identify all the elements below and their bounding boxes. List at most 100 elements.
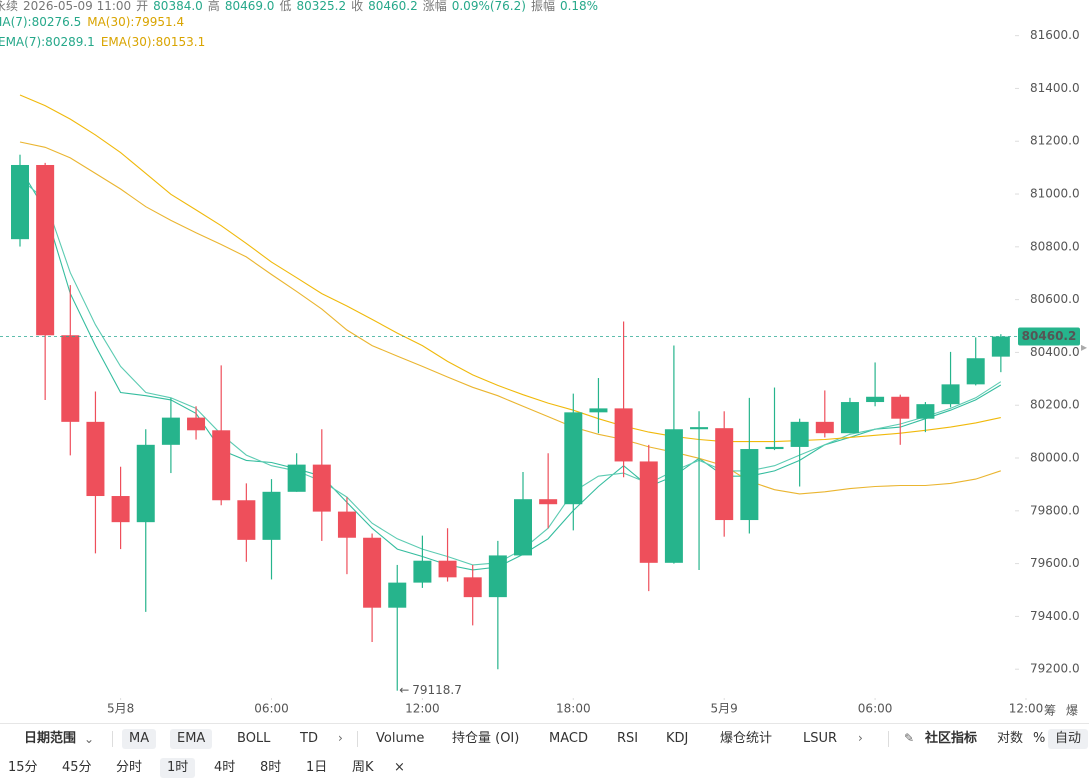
- candle-body: [212, 430, 231, 501]
- y-tick-label: 79400.0: [1030, 609, 1080, 623]
- header-item: 开: [136, 0, 148, 13]
- toolbar-button[interactable]: 对数: [997, 731, 1024, 746]
- candle-body: [740, 449, 759, 521]
- toolbar-button[interactable]: EMA: [170, 729, 213, 749]
- candle-body: [36, 164, 55, 336]
- candle-body: [891, 396, 910, 419]
- toolbar-button[interactable]: KDJ: [666, 731, 689, 746]
- toolbar-button[interactable]: 分时: [116, 760, 143, 775]
- y-tick-label: 79600.0: [1030, 556, 1080, 570]
- side-handle[interactable]: ▸: [1081, 340, 1088, 354]
- toolbar-button[interactable]: Volume: [376, 731, 425, 746]
- header-item: 0.09%(76.2): [452, 0, 526, 13]
- x-tick-label: 12:00: [405, 702, 440, 716]
- candle-body: [237, 500, 256, 540]
- candle-body: [312, 464, 331, 512]
- toolbar-divider: [0, 723, 1089, 724]
- toolbar-button[interactable]: 15分: [8, 760, 38, 775]
- candle-body: [287, 464, 306, 492]
- candle-body: [564, 412, 583, 505]
- more-icon[interactable]: ›: [338, 731, 343, 745]
- header-item: 80460.2: [368, 0, 418, 13]
- toolbar-button[interactable]: 社区指标: [925, 731, 978, 746]
- toolbar-button[interactable]: LSUR: [803, 731, 838, 746]
- toolbar-button[interactable]: 周K: [352, 760, 374, 775]
- header-item: 收: [351, 0, 363, 13]
- dropdown-icon[interactable]: ⌄: [84, 732, 95, 746]
- candle-body: [639, 461, 658, 563]
- candle-body: [488, 555, 507, 598]
- more-icon[interactable]: ›: [858, 731, 863, 745]
- x-tick-label: 06:00: [858, 702, 893, 716]
- candle-body: [916, 404, 935, 419]
- candle-body: [86, 421, 105, 497]
- toolbar-button[interactable]: MA: [122, 729, 157, 749]
- toolbar-divider: [112, 731, 113, 747]
- candle-body: [438, 560, 457, 578]
- legend-entry: EMA(30):80153.1: [101, 35, 205, 49]
- toolbar-button[interactable]: 1时: [160, 758, 196, 778]
- toolbar-button[interactable]: MACD: [549, 731, 588, 746]
- header-item: 永续: [0, 0, 18, 13]
- candle-body: [539, 499, 558, 505]
- toolbar-button[interactable]: TD: [300, 731, 318, 746]
- toolbar-button[interactable]: 持仓量 (OI): [452, 731, 520, 746]
- indicator-line: [19, 141, 1001, 495]
- y-tick-label: 81000.0: [1030, 187, 1080, 201]
- indicator-line: [19, 94, 1001, 443]
- candle-body: [463, 577, 482, 598]
- header-item: 振幅: [531, 0, 555, 13]
- x-tick-label: 5月9: [711, 702, 738, 716]
- candle-body: [815, 421, 834, 434]
- y-tick-label: 80200.0: [1030, 398, 1080, 412]
- candle-body: [991, 336, 1010, 357]
- toolbar-button[interactable]: %: [1033, 731, 1046, 746]
- y-tick-label: 80600.0: [1030, 292, 1080, 306]
- indicator-line: [19, 178, 1002, 566]
- y-tick-label: 81400.0: [1030, 81, 1080, 95]
- toolbar-button[interactable]: ×: [394, 760, 405, 775]
- legend-entry: MA(30):79951.4: [87, 15, 184, 29]
- candle-body: [337, 511, 356, 538]
- candle-body: [413, 560, 432, 583]
- header-item: 2026-05-09 11:00: [23, 0, 131, 13]
- candle-body: [61, 335, 80, 422]
- low-arrow: ←: [399, 683, 409, 697]
- y-tick-label: 80800.0: [1030, 239, 1080, 253]
- candle-body: [388, 582, 407, 608]
- y-tick-label: 79800.0: [1030, 503, 1080, 517]
- header-item: 高: [208, 0, 220, 13]
- candle-body: [840, 402, 859, 434]
- candle-body: [664, 429, 683, 563]
- header-item: 80469.0: [225, 0, 275, 13]
- candle-body: [715, 428, 734, 521]
- toolbar-button[interactable]: BOLL: [237, 731, 271, 746]
- indicator-line: [19, 167, 1002, 571]
- x-tick-label: 06:00: [254, 702, 289, 716]
- toolbar-button[interactable]: 45分: [62, 760, 92, 775]
- toolbar-button[interactable]: 自动: [1048, 729, 1089, 749]
- y-tick-label: 81600.0: [1030, 28, 1080, 42]
- y-tick-label: 80000.0: [1030, 451, 1080, 465]
- toolbar-button[interactable]: 4时: [214, 760, 236, 775]
- x-tick-label: 12:00: [1009, 702, 1044, 716]
- y-tick-label: 79200.0: [1030, 662, 1080, 676]
- plot: [11, 94, 1010, 691]
- header-item: 涨幅: [423, 0, 447, 13]
- toolbar-button[interactable]: 1日: [306, 760, 328, 775]
- toolbar-button[interactable]: 日期范围: [24, 731, 77, 746]
- toolbar-button[interactable]: 爆仓统计: [720, 731, 773, 746]
- last-price-tag: [1018, 327, 1080, 346]
- toolbar-divider: [357, 731, 358, 747]
- toolbar-button[interactable]: 8时: [260, 760, 282, 775]
- candle-body: [111, 496, 130, 523]
- toolbar-button[interactable]: RSI: [617, 731, 639, 746]
- candle-body: [11, 164, 29, 240]
- candle-body: [690, 427, 709, 430]
- candle-body: [514, 499, 532, 556]
- edit-icon[interactable]: ✎: [904, 731, 915, 745]
- header-item: 0.18%: [560, 0, 598, 13]
- candle-body: [187, 417, 206, 431]
- candle-body: [161, 417, 180, 445]
- header-item: 80325.2: [296, 0, 346, 13]
